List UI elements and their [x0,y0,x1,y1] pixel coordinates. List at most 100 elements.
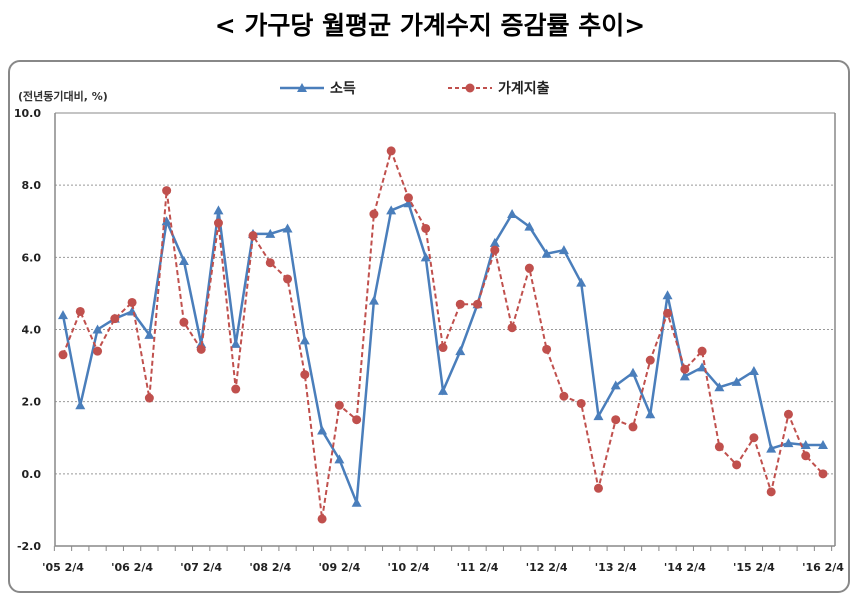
data-point [75,306,85,316]
data-point [58,350,68,360]
data-point [403,193,413,203]
data-point [679,371,690,381]
data-point [542,344,552,354]
circle-dashed-line-icon [448,83,492,93]
legend-expenditure: 가계지출 [448,78,550,98]
data-point [179,317,189,327]
data-point [507,209,518,219]
data-point [697,346,707,356]
data-point [386,146,396,156]
data-point [265,228,276,238]
data-point [576,277,587,287]
x-tick-label: '16 2/4 [802,561,844,574]
x-tick-label: '06 2/4 [111,561,153,574]
data-point [593,483,603,493]
data-point [334,400,344,410]
data-point [438,343,448,353]
data-point [766,487,776,497]
y-tick-label: 8.0 [22,179,42,192]
data-point [300,370,310,380]
data-point [628,367,638,377]
legend-label: 가계지출 [498,81,550,97]
x-tick-label: '12 2/4 [526,561,568,574]
chart-title: < 가구당 월평균 가계수지 증감률 추이> [214,11,646,40]
data-point [58,310,68,320]
data-point [162,186,172,196]
data-point [748,365,759,375]
x-tick-label: '09 2/4 [318,561,360,574]
x-tick-label: '10 2/4 [388,561,430,574]
data-point [714,382,725,392]
data-point [732,460,742,470]
data-point [213,218,223,228]
data-point [558,245,569,255]
data-point [161,216,172,226]
data-point [801,451,811,461]
data-point [645,355,655,365]
chart-frame [8,60,850,593]
data-point [438,385,448,395]
legend-label: 소득 [330,81,356,97]
data-point [818,469,828,479]
data-point [334,454,345,464]
data-point [282,223,293,233]
data-point [369,209,379,219]
data-point [783,409,793,419]
data-point [178,255,189,265]
data-point [75,400,86,410]
data-point [299,335,310,345]
data-point [541,248,552,258]
data-point [144,329,155,339]
y-tick-label: 10.0 [14,107,41,120]
data-point [507,323,517,333]
data-point [473,299,483,309]
data-point [265,258,275,268]
y-tick-label: 6.0 [22,251,42,264]
x-tick-label: '05 2/4 [42,561,84,574]
data-point [351,497,362,507]
data-point [610,380,621,390]
data-point [110,314,120,324]
data-point [403,198,414,208]
series-line [62,147,824,520]
data-point [783,438,794,448]
data-point [213,205,224,215]
data-point [663,308,673,318]
y-tick-label: 0.0 [22,468,42,481]
data-point [576,398,586,408]
data-point [524,263,534,273]
legend-income: 소득 [280,78,356,98]
x-tick-label: '07 2/4 [180,561,222,574]
x-tick-label: '13 2/4 [595,561,637,574]
data-point [230,338,241,348]
data-point [368,295,379,305]
data-point [662,290,673,300]
triangle-line-icon [280,83,324,92]
data-point [489,237,500,247]
data-point [317,514,327,524]
data-point [231,384,241,394]
series-income [58,198,828,507]
data-point [127,297,137,307]
data-point [455,346,466,356]
data-point [283,274,293,284]
x-tick-label: '14 2/4 [664,561,706,574]
data-point [714,442,724,452]
data-point [731,376,742,386]
data-point [490,245,500,255]
data-point [749,433,759,443]
x-tick-label: '15 2/4 [733,561,775,574]
data-point [144,393,154,403]
data-point [421,223,431,233]
y-tick-label: -2.0 [17,540,41,553]
data-point [611,415,621,425]
series-line [61,201,823,504]
data-point [386,205,397,215]
data-point [593,411,604,421]
data-point [766,443,777,453]
data-point [93,346,103,356]
data-point [352,415,362,425]
data-point [92,324,103,334]
x-tick-label: '08 2/4 [249,561,291,574]
data-point [628,422,638,432]
